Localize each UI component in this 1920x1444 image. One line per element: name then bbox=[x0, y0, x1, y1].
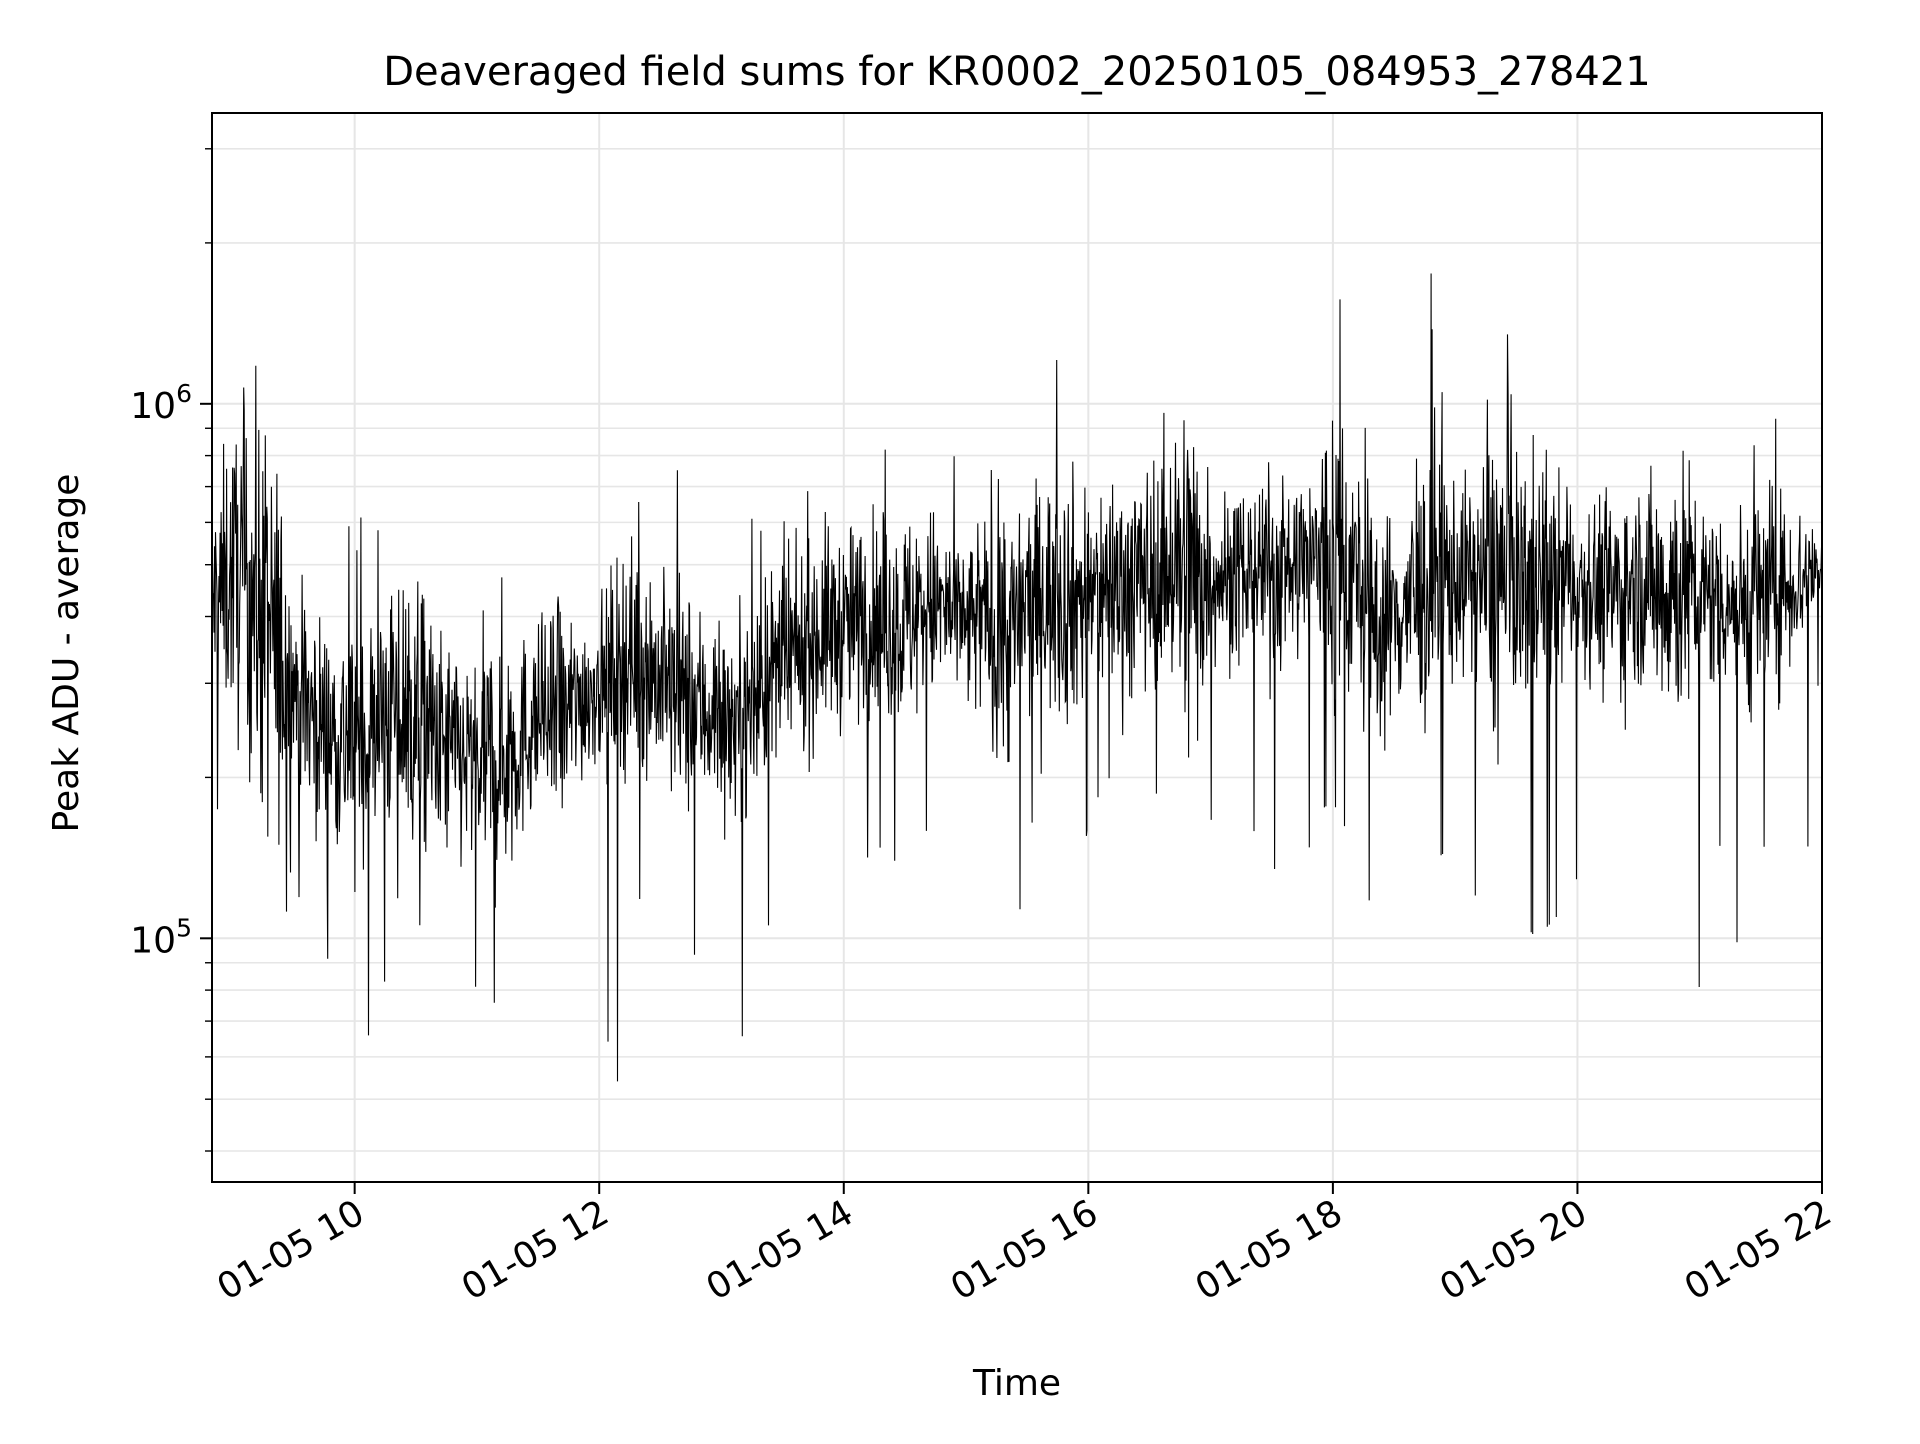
y-tick-label: 106 bbox=[130, 379, 192, 427]
data-series bbox=[211, 273, 1823, 1082]
y-axis-label: Peak ADU - average bbox=[46, 474, 87, 833]
series-line bbox=[211, 273, 1823, 1082]
plot-frame bbox=[211, 112, 1823, 1183]
chart-title: Deaveraged field sums for KR0002_2025010… bbox=[383, 49, 1651, 95]
x-axis-label: Time bbox=[972, 1363, 1061, 1404]
y-tick-label: 105 bbox=[130, 913, 192, 961]
